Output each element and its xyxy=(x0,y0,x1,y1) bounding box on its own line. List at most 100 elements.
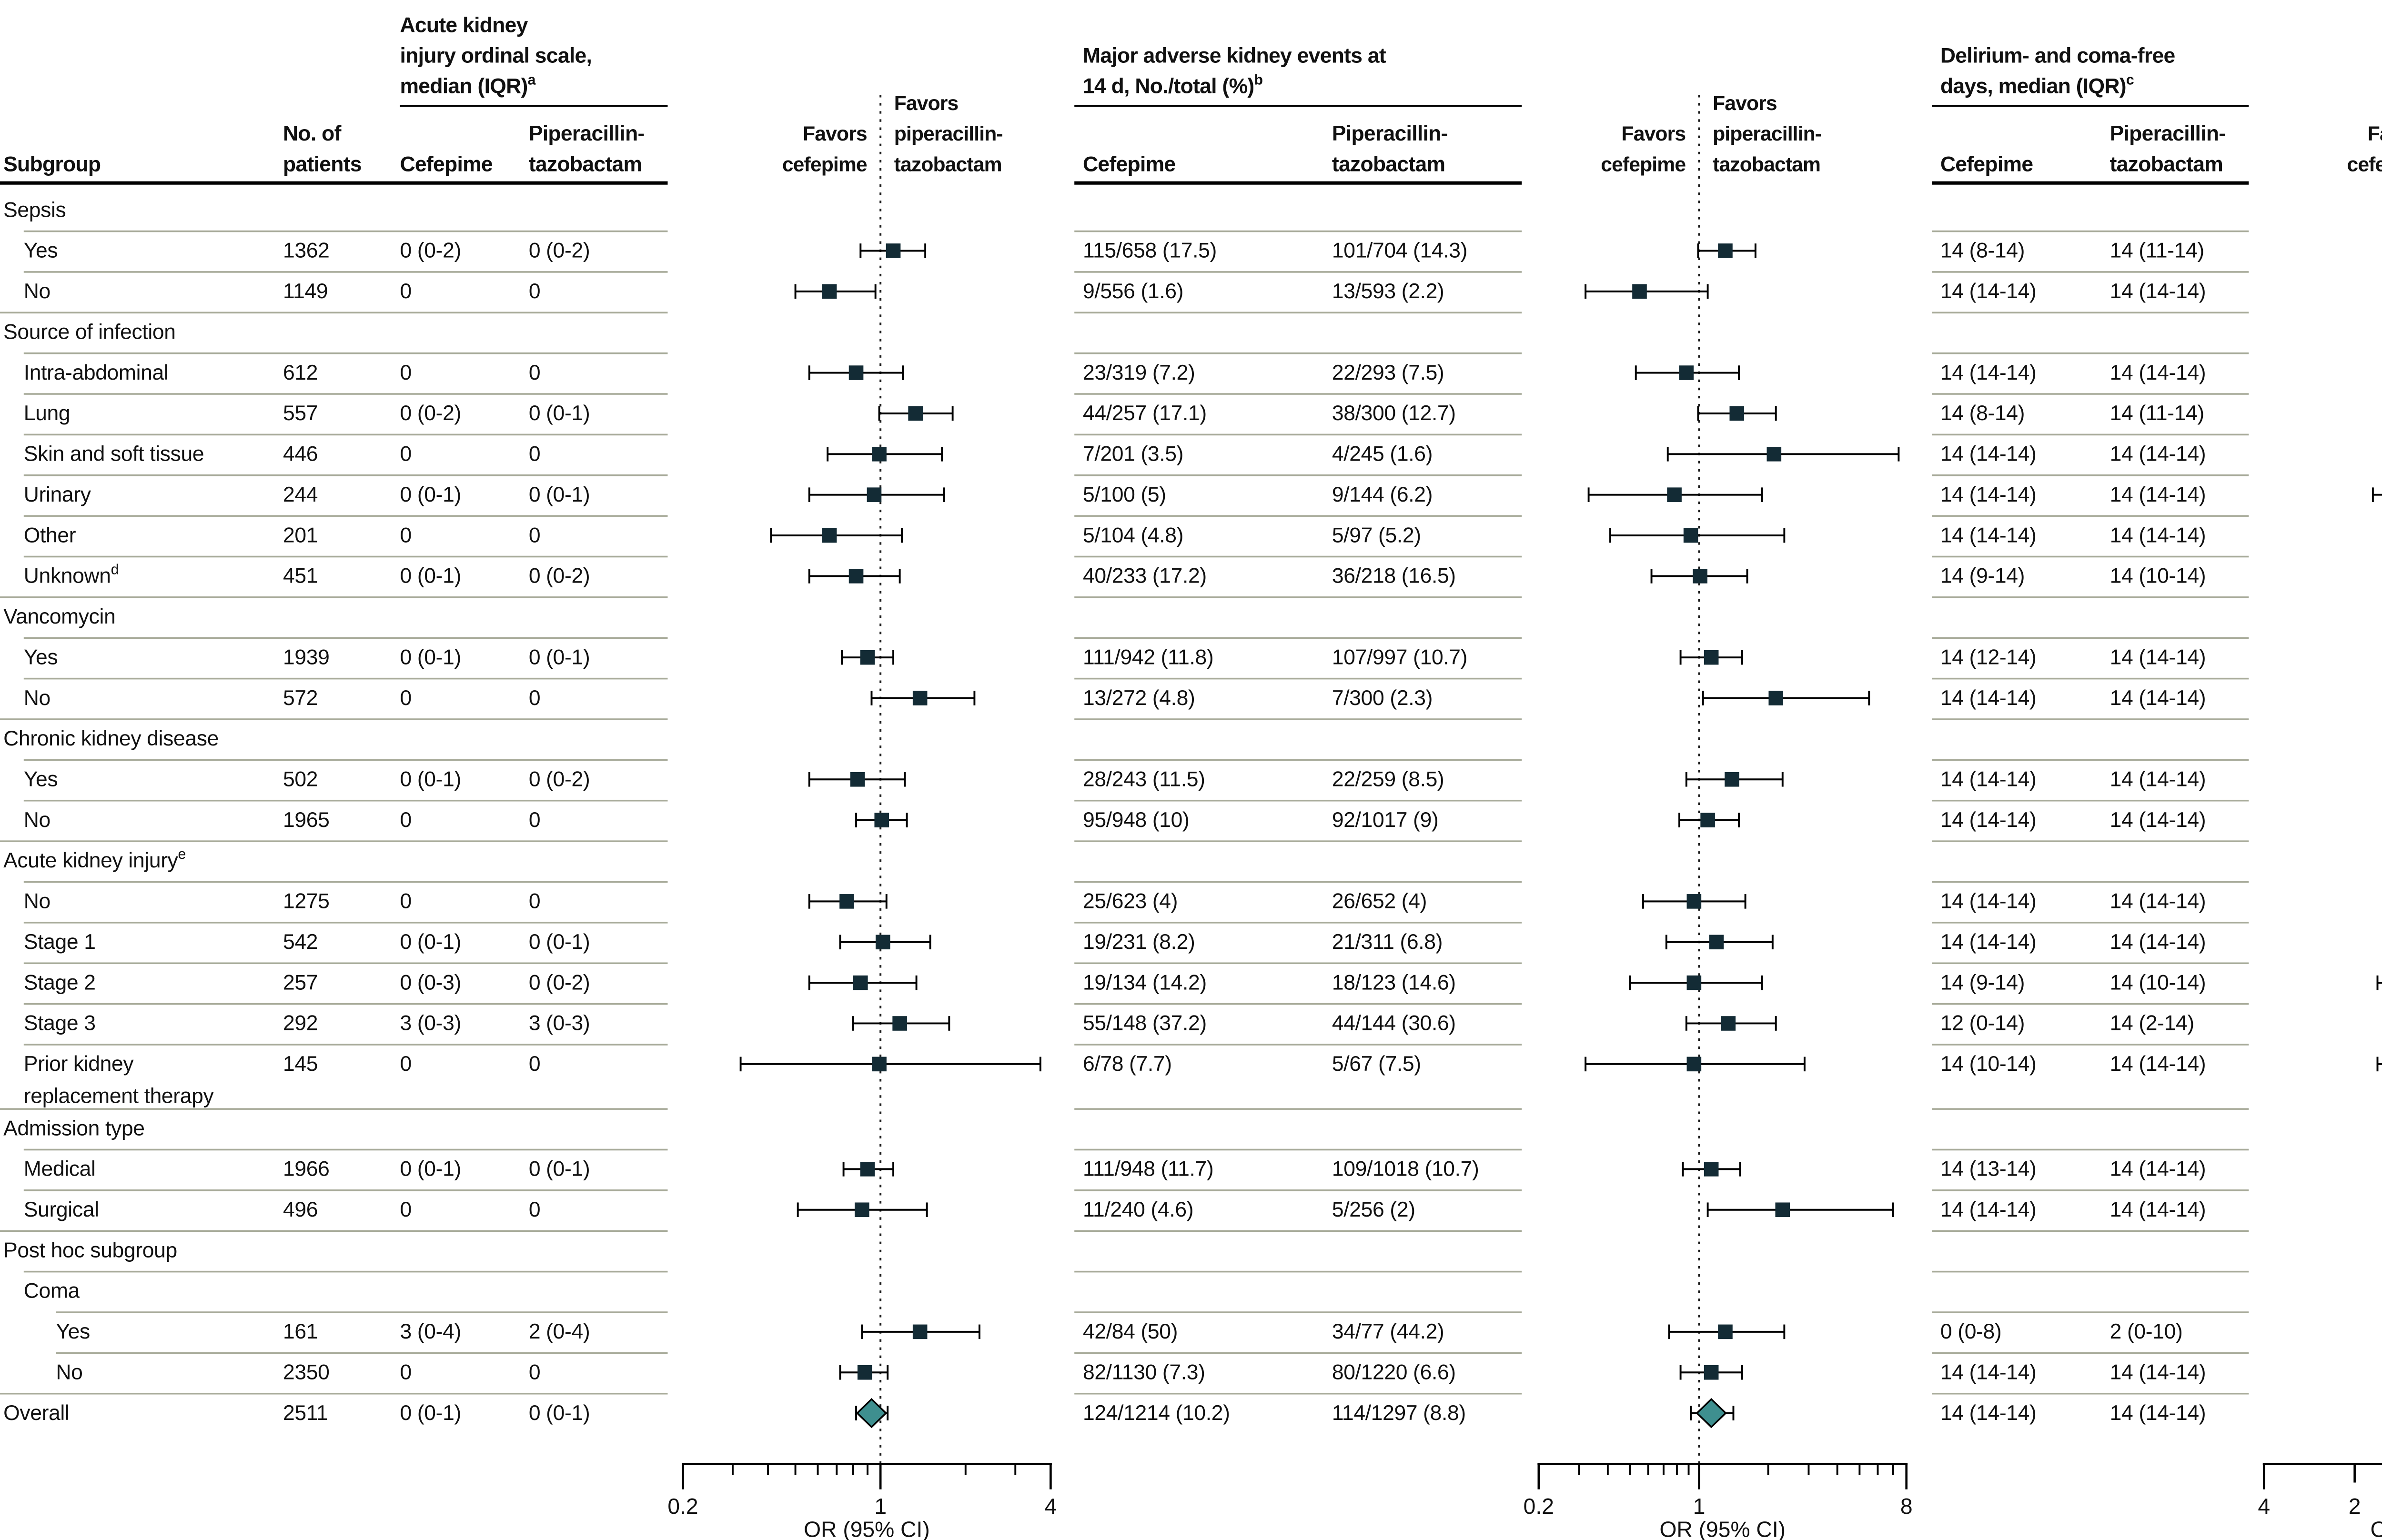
cell-make_pt: 5/97 (5.2) xyxy=(1332,523,1421,547)
overall-row: Overall 2511 0 (0-1) 0 (0-1) 124/1214 (10.2)… xyxy=(0,1393,2382,1433)
col-header-subgroup: Subgroup xyxy=(3,152,101,176)
group-title-dcf-line2-text: days, median (IQR) xyxy=(1940,74,2127,99)
cell-make_cef: 19/134 (14.2) xyxy=(1082,971,1207,995)
group-title-make-line2-text: 14 d, No./total (%) xyxy=(1082,74,1254,99)
cell-aki_pt: 0 (0-2) xyxy=(528,971,590,995)
cell-dcf_cef: 14 (8-14) xyxy=(1940,239,2025,263)
row-divider xyxy=(1932,1148,2248,1151)
row-label: Lung xyxy=(24,393,71,433)
row-label: No xyxy=(24,881,50,922)
row-divider xyxy=(1074,1311,1522,1313)
cell-aki_pt: 0 xyxy=(528,361,541,385)
section-row: Admission type xyxy=(0,1108,2382,1148)
cell-n: 502 xyxy=(283,767,318,792)
row-label: Stage 3 xyxy=(24,1003,96,1044)
cell-make_pt: 38/300 (12.7) xyxy=(1332,402,1456,425)
cell-n: 201 xyxy=(283,523,318,547)
cell-aki_pt: 0 xyxy=(528,279,541,303)
cell-make_pt: 92/1017 (9) xyxy=(1332,808,1439,832)
row-divider xyxy=(1074,922,1522,924)
cell-dcf_cef: 14 (14-14) xyxy=(1940,279,2037,303)
row-label: Acute kidney injurye xyxy=(3,840,186,881)
table-row: Lung 557 0 (0-2) 0 (0-1) 44/257 (17.1) 38/300… xyxy=(0,393,2382,433)
row-divider xyxy=(1074,271,1522,273)
col-header-aki-piptazo-line1: Piperacillin- xyxy=(528,122,645,146)
cell-dcf_cef: 14 (14-14) xyxy=(1940,442,2037,466)
cell-make_cef: 115/658 (17.5) xyxy=(1082,239,1217,263)
cell-aki_pt: 0 (0-1) xyxy=(528,402,590,425)
table-row: No 2350 0 0 82/1130 (7.3) 80/1220 (6.6) 14 (14… xyxy=(0,1352,2382,1393)
row-label: No xyxy=(24,271,50,312)
cell-make_cef: 6/78 (7.7) xyxy=(1082,1052,1172,1076)
cell-aki_pt: 0 (0-2) xyxy=(528,564,590,588)
cell-make_pt: 13/593 (2.2) xyxy=(1332,279,1444,303)
cell-aki_cef: 0 (0-2) xyxy=(400,402,461,425)
cell-n: 257 xyxy=(283,971,318,995)
cell-make_pt: 22/259 (8.5) xyxy=(1332,767,1444,792)
cell-make_cef: 9/556 (1.6) xyxy=(1082,279,1184,303)
row-divider xyxy=(1074,1148,1522,1151)
cell-dcf_pt: 14 (14-14) xyxy=(2109,808,2206,832)
group-title-make-line2: 14 d, No./total (%)b xyxy=(1083,71,1386,101)
row-label-text: Intra-abdominal xyxy=(23,361,169,385)
cell-make_cef: 82/1130 (7.3) xyxy=(1082,1360,1205,1385)
table-row: Urinary 244 0 (0-1) 0 (0-1) 5/100 (5) 9/144 (… xyxy=(0,474,2382,515)
row-label-text: Surgical xyxy=(23,1198,99,1222)
cell-n: 2350 xyxy=(283,1360,330,1385)
row-label-text: Sepsis xyxy=(3,198,66,222)
cell-aki_pt: 0 (0-1) xyxy=(528,930,590,954)
row-divider xyxy=(1932,271,2248,273)
cell-make_pt: 36/218 (16.5) xyxy=(1332,564,1456,588)
cell-aki_cef: 0 (0-1) xyxy=(400,930,461,954)
favors-cefepime-1-line1: Favors xyxy=(803,122,868,146)
row-label-text: Stage 2 xyxy=(23,971,96,995)
cell-aki_pt: 0 (0-1) xyxy=(528,483,590,507)
row-label: Chronic kidney disease xyxy=(3,718,219,759)
row-label: No xyxy=(56,1352,82,1393)
cell-aki_cef: 0 (0-2) xyxy=(400,239,461,263)
cell-dcf_cef: 14 (14-14) xyxy=(1940,523,2037,547)
row-divider xyxy=(1074,799,1522,802)
favors-cefepime-label-1: Favors cefepime xyxy=(782,119,868,180)
row-divider xyxy=(1074,1270,1522,1273)
cell-make_pt: 21/311 (6.8) xyxy=(1332,930,1443,954)
cell-n: 1965 xyxy=(283,808,330,832)
cell-n: 2511 xyxy=(283,1401,328,1425)
row-divider xyxy=(0,718,667,720)
table-row: Surgical 496 0 0 11/240 (4.6) 5/256 (2) 14 (14… xyxy=(0,1189,2382,1230)
row-divider xyxy=(1932,718,2248,720)
row-divider xyxy=(1074,881,1522,883)
cell-n: 161 xyxy=(283,1319,318,1344)
cell-make_pt: 5/67 (7.5) xyxy=(1332,1052,1421,1076)
row-label-text: No xyxy=(23,279,50,303)
row-divider xyxy=(1074,637,1522,639)
cell-make_pt: 9/144 (6.2) xyxy=(1332,483,1433,507)
cell-dcf_pt: 14 (14-14) xyxy=(2109,442,2206,466)
cell-aki_cef: 0 xyxy=(400,279,412,303)
cell-aki_cef: 0 xyxy=(400,808,412,832)
row-divider xyxy=(1932,433,2248,436)
favors-cefepime-3-line2: cefepime xyxy=(2347,152,2382,176)
row-divider xyxy=(1932,922,2248,924)
cell-n: 572 xyxy=(283,686,318,710)
cell-n: 612 xyxy=(283,361,318,385)
cell-make_pt: 107/997 (10.7) xyxy=(1332,645,1468,670)
group-rule-aki xyxy=(400,105,667,107)
row-divider xyxy=(1074,474,1522,476)
group-title-aki: Acute kidney injury ordinal scale, media… xyxy=(400,10,592,101)
row-divider xyxy=(1932,1108,2248,1110)
row-label: Yes xyxy=(56,1311,90,1352)
row-label-text: Medical xyxy=(23,1157,96,1181)
row-divider xyxy=(1932,962,2248,964)
table-row: Stage 3 292 3 (0-3) 3 (0-3) 55/148 (37.2) 44/… xyxy=(0,1003,2382,1044)
row-divider xyxy=(1932,515,2248,517)
table-row: Yes 161 3 (0-4) 2 (0-4) 42/84 (50) 34/77 (44.… xyxy=(0,1311,2382,1352)
col-header-make-cefepime: Cefepime xyxy=(1082,152,1176,176)
table-row: Stage 1 542 0 (0-1) 0 (0-1) 19/231 (8.2) 21/3… xyxy=(0,922,2382,962)
cell-aki_pt: 0 (0-1) xyxy=(528,1401,590,1425)
cell-aki_pt: 3 (0-3) xyxy=(528,1011,590,1036)
row-label-text: No xyxy=(23,808,50,832)
cell-n: 451 xyxy=(283,564,318,588)
favors-piptazo-2-line3: tazobactam xyxy=(1713,152,1821,176)
